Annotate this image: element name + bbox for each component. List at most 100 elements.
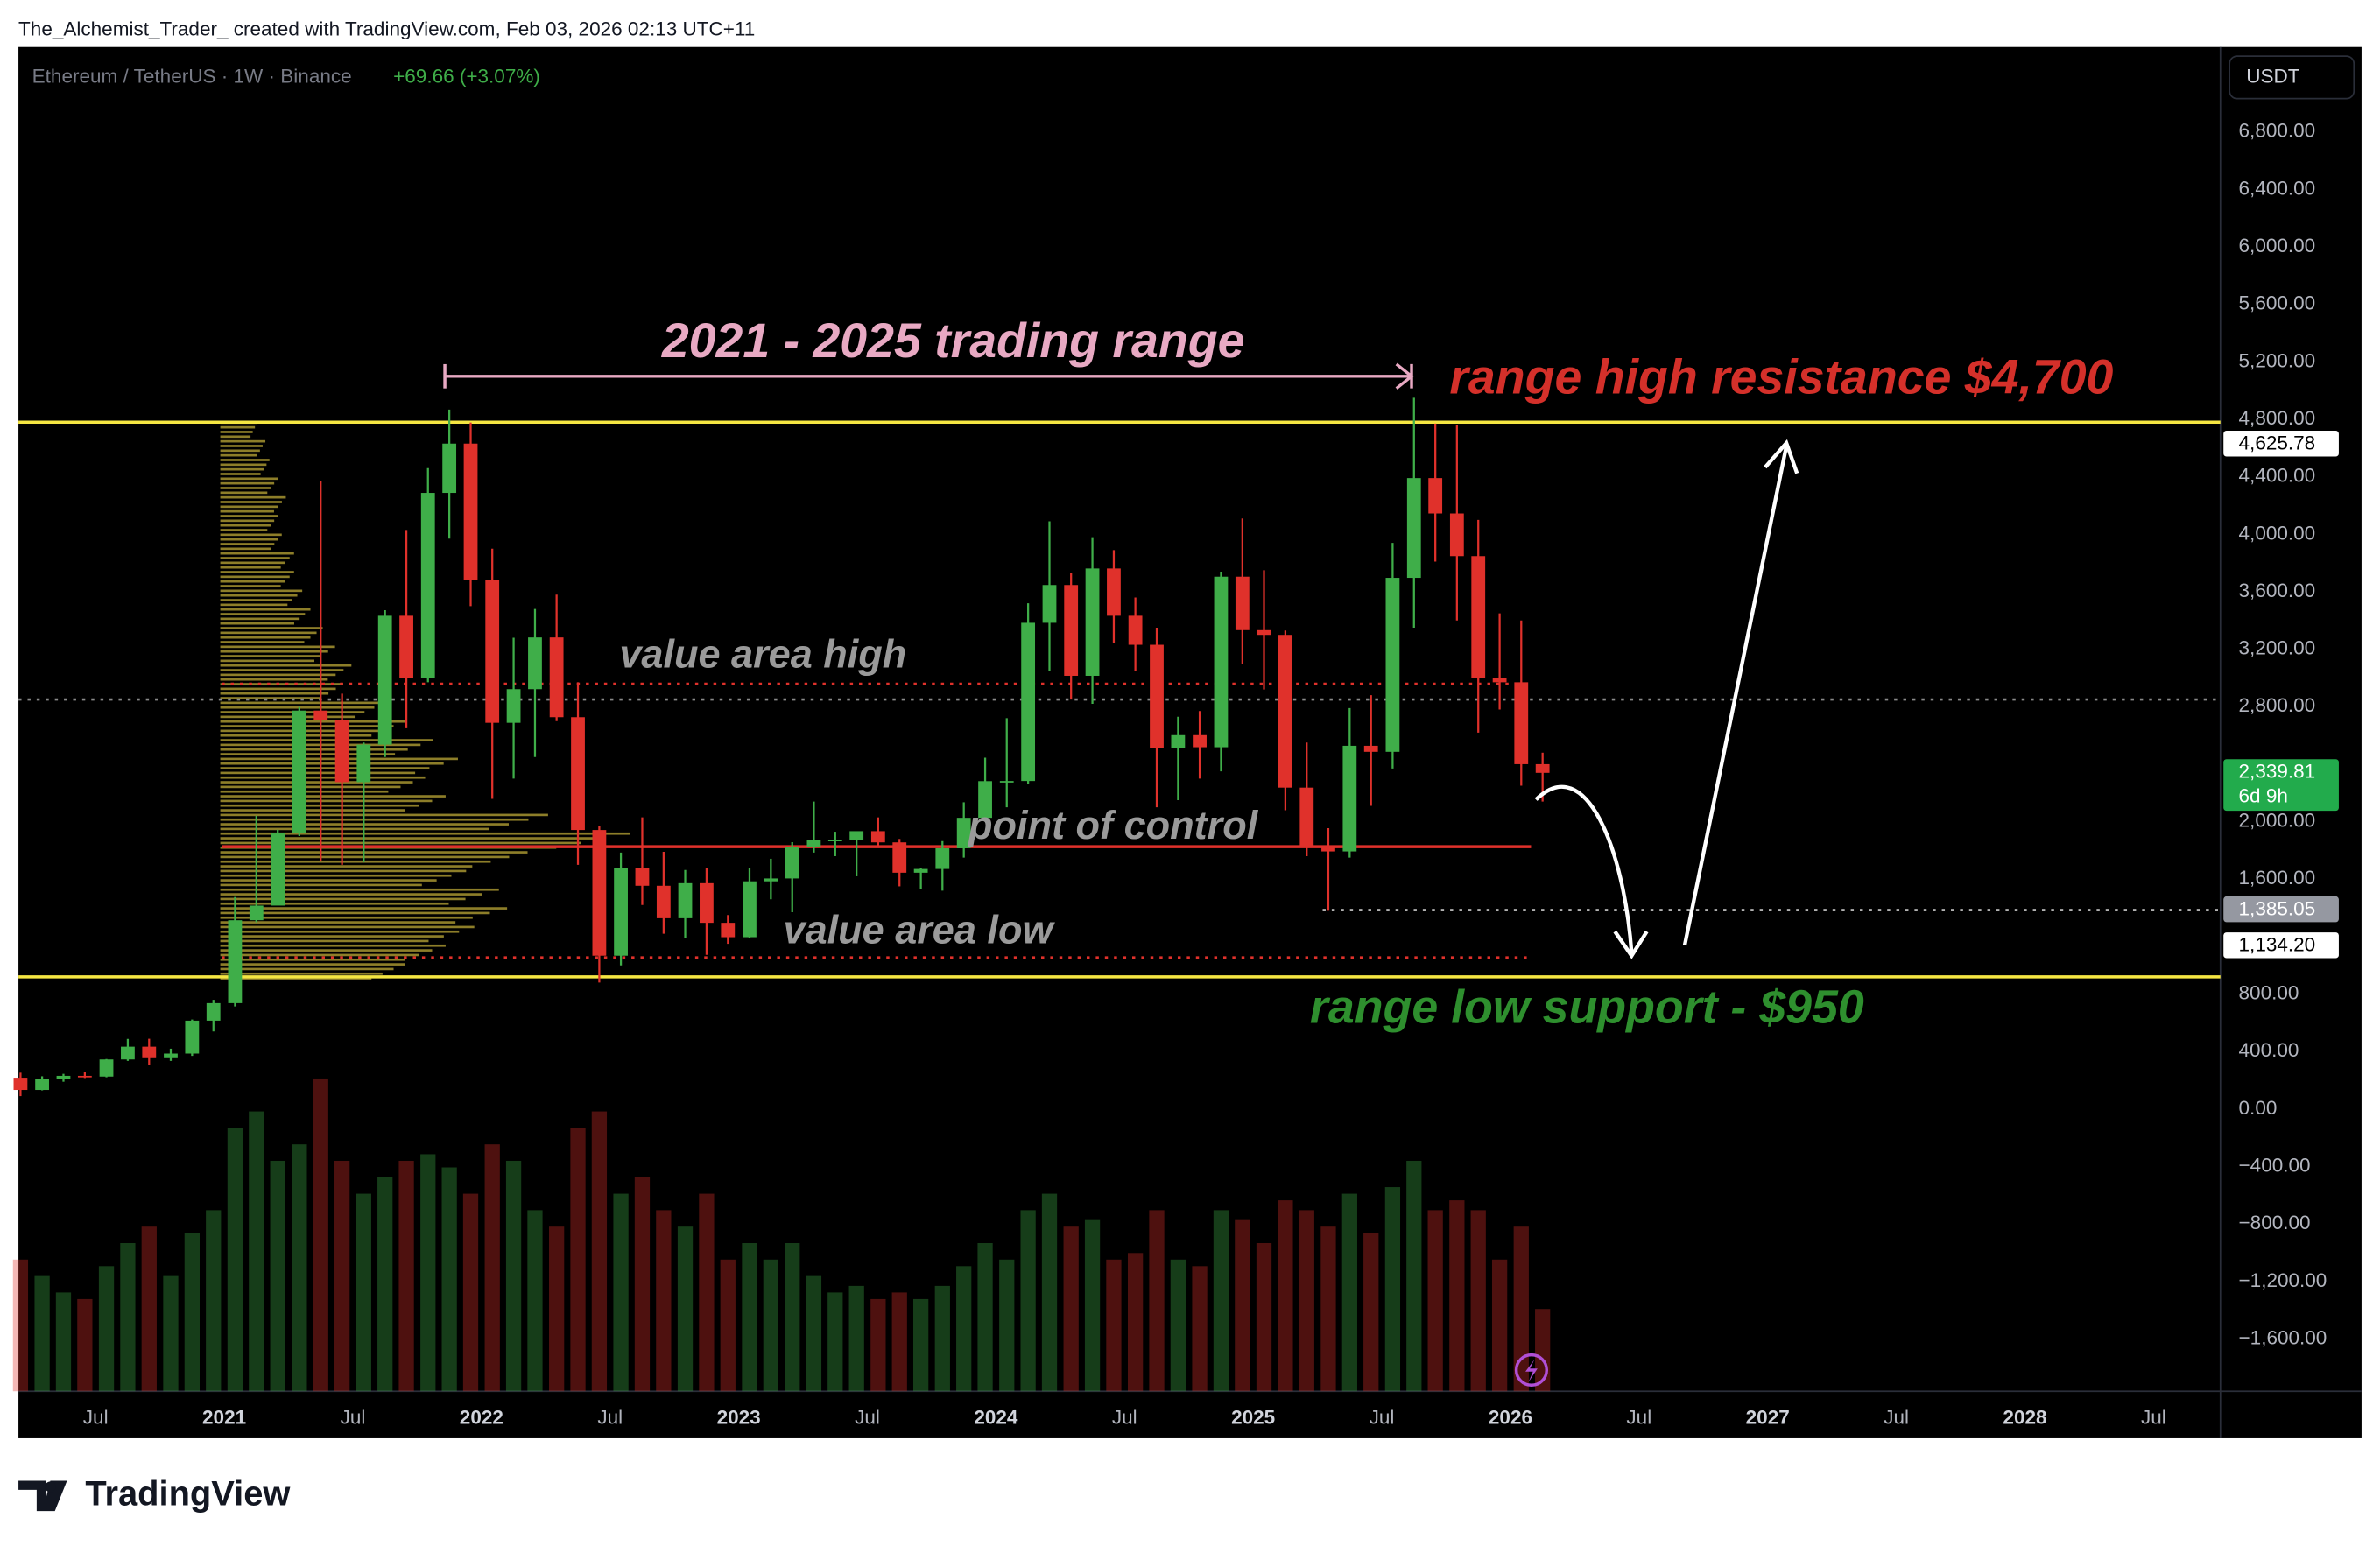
candle-body	[164, 1053, 178, 1058]
volume-profile-bar	[220, 594, 298, 597]
volume-profile-bar	[220, 785, 401, 789]
volume-bar	[1384, 1187, 1401, 1392]
volume-profile-bar	[220, 529, 268, 531]
candle-body	[892, 842, 907, 873]
volume-profile-bar	[220, 883, 422, 887]
candle-body	[334, 720, 349, 783]
y-tick-label: 0.00	[2239, 1097, 2278, 1119]
candle-body	[1085, 568, 1100, 676]
volume-bar	[827, 1292, 843, 1392]
x-tick-label: Jul	[1112, 1406, 1137, 1428]
volume-bar	[206, 1210, 222, 1392]
volume-profile-bar	[220, 425, 256, 429]
volume-bar	[527, 1210, 543, 1392]
volume-bar	[249, 1111, 264, 1392]
candle-body	[463, 443, 478, 580]
candle-body	[99, 1059, 114, 1077]
volume-bar	[1127, 1253, 1144, 1392]
x-tick-label: Jul	[83, 1406, 109, 1428]
candle-body	[571, 717, 585, 831]
volume-profile-bar	[220, 673, 336, 677]
x-tick-label: Jul	[1884, 1406, 1909, 1428]
volume-profile-bar	[220, 617, 300, 621]
volume-bar	[1363, 1233, 1379, 1392]
volume-profile-bar	[220, 547, 271, 551]
price-label-countdown: 6d 9h	[2239, 784, 2288, 806]
y-tick-label: 4,800.00	[2239, 407, 2316, 429]
volume-profile-bar	[220, 972, 383, 975]
volume-profile-bar	[220, 701, 384, 705]
volume-profile-bar	[220, 435, 251, 439]
y-tick-label: 1,600.00	[2239, 867, 2316, 889]
candle-body	[999, 781, 1014, 783]
volume-profile-bar	[220, 930, 460, 933]
down-arrow-head	[1613, 930, 1649, 959]
volume-bar	[549, 1226, 565, 1392]
candle-body	[1471, 556, 1486, 678]
plot	[12, 397, 2221, 1392]
candle-body	[700, 882, 714, 924]
candle-body	[678, 882, 693, 918]
volume-profile-bar	[220, 580, 285, 583]
volume-profile-bar	[220, 636, 311, 639]
volume-bar	[1320, 1226, 1336, 1392]
volume-profile-bar	[220, 902, 449, 905]
volume-profile-bar	[220, 473, 261, 475]
volume-profile-bar	[220, 916, 473, 919]
volume-profile-bar	[220, 463, 267, 467]
volume-profile-bar	[220, 509, 274, 513]
candle-body	[1385, 578, 1400, 752]
candle-body	[827, 840, 842, 842]
currency[interactable]: USDT	[2246, 65, 2300, 87]
change: +69.66 (+3.07%)	[393, 65, 540, 87]
volume-bar	[184, 1233, 201, 1392]
volume-bar	[1491, 1259, 1508, 1392]
volume-bar	[870, 1298, 886, 1392]
volume-profile-bar	[220, 631, 317, 635]
candle-body	[785, 847, 799, 879]
volume-profile-bar	[220, 439, 266, 443]
volume-profile-bar	[220, 501, 282, 503]
volume-profile-bar	[220, 860, 491, 863]
volume-profile-bar	[220, 949, 433, 952]
volume-profile-bar	[220, 944, 446, 947]
volume-profile-bar	[220, 608, 311, 611]
volume-bar	[1041, 1193, 1058, 1392]
x-tick-label: 2027	[1746, 1406, 1790, 1428]
volume-bar	[977, 1242, 993, 1392]
volume-profile-bar	[220, 762, 444, 765]
currency-button[interactable]	[2229, 55, 2355, 100]
annotation: 2021 - 2025 trading range	[661, 313, 1245, 368]
volume-profile-bar	[220, 739, 433, 741]
volume-bar	[1299, 1210, 1314, 1392]
volume-bar	[891, 1292, 907, 1392]
volume-profile-bar	[220, 603, 288, 607]
volume-bar	[313, 1078, 328, 1392]
volume-bar	[334, 1160, 350, 1392]
down-arrow	[1534, 784, 1634, 953]
x-tick-label: 2025	[1231, 1406, 1275, 1428]
x-tick-label: Jul	[1626, 1406, 1651, 1428]
volume-bar	[720, 1259, 736, 1392]
alert-icon[interactable]	[1514, 1353, 1549, 1388]
volume-profile-bar	[220, 715, 356, 719]
volume-profile-bar	[220, 655, 321, 657]
candle-body	[849, 831, 864, 840]
x-tick-label: 2028	[2003, 1406, 2046, 1428]
volume-profile-bar	[220, 781, 413, 784]
candle-body	[1128, 615, 1143, 645]
y-tick-label: 800.00	[2239, 982, 2299, 1004]
volume-profile-bar	[220, 804, 419, 807]
volume-profile-bar	[220, 841, 581, 845]
volume-profile-bar	[220, 720, 405, 723]
volume-profile-bar	[220, 431, 253, 433]
volume-bar	[699, 1193, 715, 1392]
volume-bar	[1084, 1219, 1101, 1392]
volume-profile-bar	[220, 571, 294, 573]
candle-body	[1342, 745, 1357, 852]
candle-body	[592, 830, 607, 956]
candle-body	[635, 868, 650, 886]
volume-profile-bar	[220, 678, 328, 681]
candle-body	[142, 1046, 157, 1058]
